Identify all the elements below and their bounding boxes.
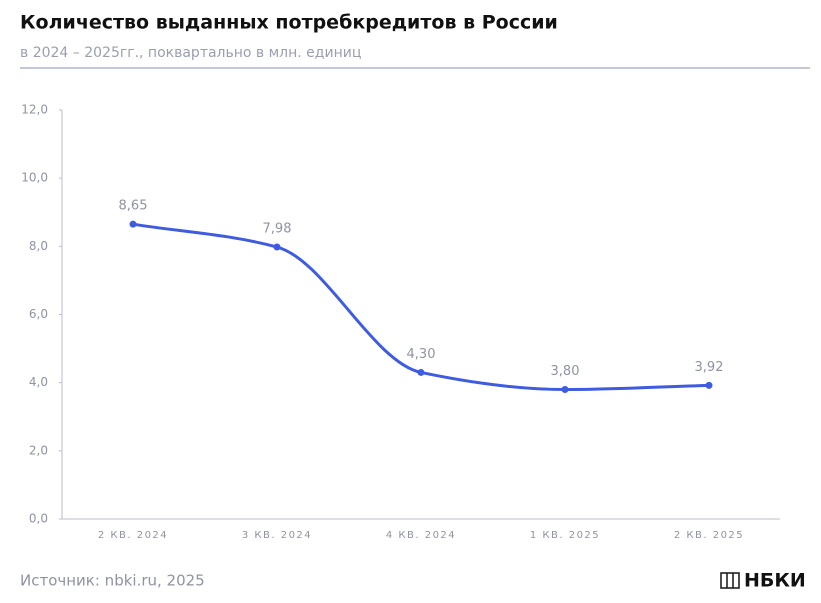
y-tick-label: 6,0: [29, 307, 48, 321]
x-tick-label: 2 КВ. 2024: [98, 530, 168, 541]
logo-icon: [720, 572, 740, 589]
point: [417, 368, 425, 376]
y-tick-label: 0,0: [29, 512, 48, 526]
value-label: 3,92: [695, 360, 724, 375]
point: [273, 243, 281, 251]
x-tick-label: 4 КВ. 2024: [386, 530, 456, 541]
point: [561, 385, 569, 393]
logo: НБКИ: [744, 570, 806, 592]
y-tick-label: 12,0: [21, 103, 48, 117]
line: [132, 222, 710, 391]
source: Источник: nbki.ru, 2025: [20, 572, 205, 590]
point: [705, 381, 713, 389]
y-tick-label: 4,0: [29, 375, 48, 389]
x-tick-label: 1 КВ. 2025: [530, 530, 600, 541]
y-tick-label: 10,0: [21, 171, 48, 185]
x-tick-label: 3 КВ. 2024: [242, 530, 312, 541]
chart-title: Количество выданных потребкредитов в Рос…: [20, 12, 558, 34]
y-tick-label: 2,0: [29, 443, 48, 457]
value-label: 7,98: [263, 222, 292, 237]
point: [129, 220, 137, 228]
value-label: 3,80: [551, 364, 580, 379]
y-tick-label: 8,0: [29, 239, 48, 253]
value-label: 4,30: [407, 347, 436, 362]
x-tick-label: 2 КВ. 2025: [674, 530, 744, 541]
value-label: 8,65: [119, 199, 148, 214]
chart-subtitle: в 2024 – 2025гг., поквартально в млн. ед…: [20, 45, 361, 61]
